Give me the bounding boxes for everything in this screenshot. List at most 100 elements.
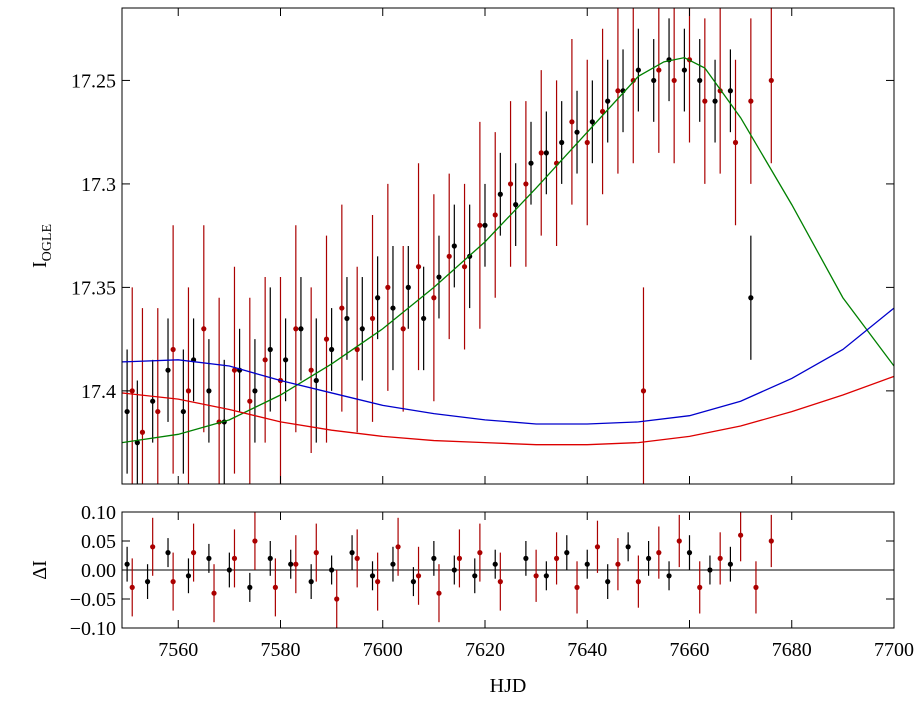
- x-tick-label: 7680: [772, 639, 812, 661]
- bottom-y-tick-label: 0.10: [81, 502, 116, 524]
- bottom-data-point: [288, 561, 294, 567]
- bottom-data-point: [211, 590, 217, 596]
- bottom-data-point: [313, 550, 319, 556]
- top-data-point: [461, 264, 468, 270]
- bottom-data-point: [308, 579, 314, 585]
- top-data-point: [390, 305, 396, 311]
- top-data-point: [727, 88, 733, 94]
- bottom-data-point: [707, 567, 713, 573]
- bottom-data-point: [247, 584, 253, 591]
- top-panel: 17.25 17.3 17.35 17.4 IOGLE: [29, 7, 895, 485]
- top-data-point: [768, 77, 774, 84]
- top-data-point: [436, 274, 442, 280]
- bottom-data-point: [415, 573, 422, 579]
- top-data-point: [375, 295, 381, 301]
- top-data-point: [477, 222, 483, 228]
- x-tick-label: 7660: [669, 639, 709, 661]
- bottom-data-point: [267, 555, 273, 562]
- top-data-point: [656, 67, 662, 73]
- x-tick-label: 7620: [465, 639, 505, 661]
- top-data-point: [252, 388, 258, 394]
- x-tick-label: 7640: [567, 639, 607, 661]
- bottom-data-point: [165, 550, 171, 556]
- top-data-point: [267, 346, 273, 353]
- bottom-data-point: [564, 550, 570, 556]
- top-model-curve: [122, 56, 894, 444]
- x-tick-label: 7580: [260, 639, 300, 661]
- top-data-point: [206, 388, 212, 394]
- top-data-point: [497, 191, 503, 197]
- bottom-data-point: [533, 573, 539, 579]
- top-data-point: [201, 326, 207, 332]
- top-data-point: [405, 284, 411, 290]
- top-data-point: [635, 67, 641, 73]
- top-panel-marks: [122, 8, 894, 484]
- top-y-tick-label: 17.3: [81, 174, 116, 196]
- top-data-point: [415, 264, 422, 270]
- top-data-point: [400, 326, 406, 332]
- bottom-data-point: [410, 579, 417, 585]
- bottom-data-point: [686, 550, 693, 556]
- top-data-point: [640, 388, 647, 394]
- bottom-data-point: [231, 555, 238, 562]
- top-data-point: [569, 119, 575, 125]
- top-data-point: [385, 284, 391, 290]
- top-data-point: [329, 346, 335, 353]
- top-model-curve: [122, 307, 894, 425]
- bottom-data-point: [226, 567, 232, 573]
- top-data-point: [262, 357, 268, 363]
- top-data-point: [344, 315, 350, 322]
- bottom-data-point: [354, 555, 360, 562]
- top-data-point: [482, 222, 488, 228]
- x-tick-label: 7600: [363, 639, 403, 661]
- top-data-point: [492, 212, 498, 218]
- top-data-point: [359, 326, 365, 332]
- bottom-data-point: [477, 550, 483, 556]
- bottom-y-tick-label: −0.10: [70, 618, 116, 640]
- bottom-panel-y-tick-labels: 0.10 0.05 0.00 −0.05 −0.10: [70, 502, 116, 640]
- top-data-point: [702, 98, 708, 104]
- bottom-data-point: [206, 555, 212, 562]
- top-data-point: [538, 150, 544, 156]
- x-tick-labels: 7560 7580 7600 7620 7640 7660 7680 7700: [158, 639, 914, 661]
- bottom-data-point: [272, 584, 278, 591]
- top-data-point: [323, 336, 330, 342]
- bottom-data-point: [697, 584, 703, 591]
- top-data-point: [599, 108, 606, 115]
- bottom-data-point: [492, 561, 498, 567]
- top-data-point: [369, 315, 376, 322]
- top-data-point: [559, 139, 565, 146]
- bottom-data-point: [656, 550, 662, 556]
- top-data-point: [712, 98, 718, 104]
- top-data-point: [313, 377, 319, 384]
- top-panel-ticks: [122, 8, 895, 484]
- bottom-y-tick-label: 0.05: [81, 531, 116, 553]
- bottom-data-point: [129, 584, 135, 591]
- bottom-data-point: [753, 584, 759, 591]
- top-data-point: [528, 160, 534, 166]
- bottom-data-point: [150, 544, 156, 550]
- bottom-y-axis-title: ΔI: [29, 560, 51, 580]
- top-data-point: [231, 367, 238, 373]
- bottom-data-point: [768, 538, 774, 544]
- top-data-point: [748, 98, 754, 104]
- bottom-data-point: [431, 555, 437, 562]
- top-y-tick-label: 17.4: [81, 381, 116, 403]
- top-data-point: [293, 326, 299, 332]
- top-data-point: [283, 357, 289, 363]
- bottom-data-point: [635, 579, 641, 585]
- x-axis-title: HJD: [490, 675, 527, 697]
- bottom-data-point: [727, 561, 733, 567]
- top-data-point: [129, 388, 135, 394]
- top-data-point: [185, 388, 192, 394]
- bottom-panel-marks: [122, 512, 894, 628]
- bottom-panel: 0.100.050.00−0.05−0.10 7560 7580 7600 7620 7…: [29, 502, 914, 661]
- bottom-data-point: [329, 567, 335, 573]
- top-y-axis-title: IOGLE: [29, 224, 55, 268]
- top-panel-y-tick-labels: 17.25 17.3 17.35 17.4: [71, 70, 116, 402]
- top-data-point: [605, 98, 611, 104]
- top-data-point: [431, 295, 437, 301]
- top-data-point: [732, 139, 739, 146]
- top-data-point: [507, 181, 514, 187]
- top-data-point: [513, 202, 519, 208]
